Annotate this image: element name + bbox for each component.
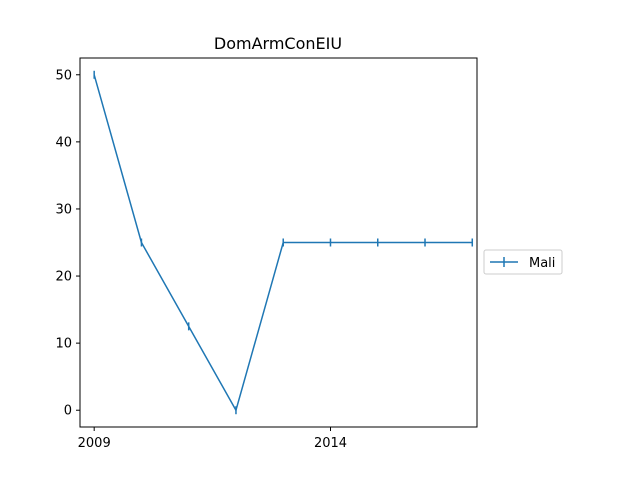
legend-entry-label: Mali bbox=[529, 256, 555, 271]
chart-title: DomArmConEIU bbox=[214, 34, 342, 53]
axes-frame bbox=[79, 57, 478, 428]
y-tick-label: 10 bbox=[55, 337, 72, 352]
x-tick-label: 2009 bbox=[78, 436, 111, 451]
legend: Mali bbox=[483, 249, 563, 275]
y-tick-label: 50 bbox=[55, 68, 72, 83]
plot-area: 0 10 20 30 40 50 2009 2014 bbox=[55, 57, 478, 451]
y-tick-label: 30 bbox=[55, 202, 72, 217]
y-tick-label: 20 bbox=[55, 270, 72, 285]
y-tick-label: 0 bbox=[64, 404, 72, 419]
y-tick-label: 40 bbox=[55, 135, 72, 150]
x-tick-label: 2014 bbox=[314, 436, 347, 451]
legend-box bbox=[483, 249, 563, 275]
